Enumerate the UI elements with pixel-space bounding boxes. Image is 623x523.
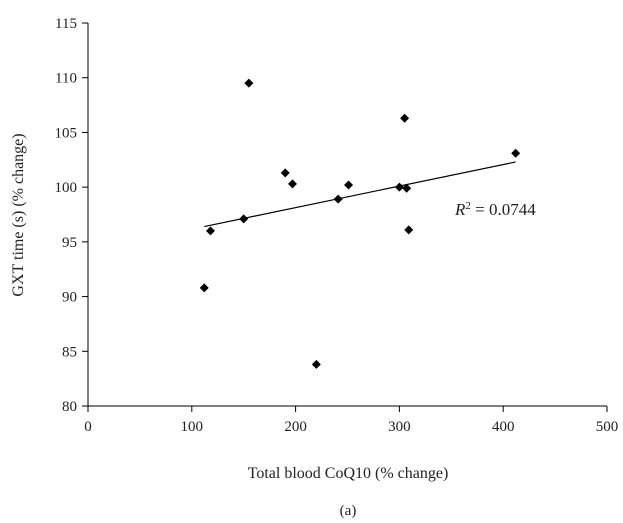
x-tick-label: 500 (596, 419, 619, 435)
data-point (281, 168, 290, 177)
x-tick-label: 300 (388, 419, 411, 435)
data-point (334, 195, 343, 204)
y-tick-label: 105 (55, 125, 78, 141)
data-point (400, 114, 409, 123)
y-tick-label: 90 (62, 290, 77, 306)
data-point (239, 214, 248, 223)
data-point (511, 149, 520, 158)
y-tick-label: 95 (62, 235, 77, 251)
data-point (288, 179, 297, 188)
data-point (244, 79, 253, 88)
y-tick-label: 100 (55, 180, 78, 196)
r-value: = 0.0744 (471, 200, 536, 219)
data-points (200, 79, 520, 369)
data-point (344, 180, 353, 189)
y-axis-title: GXT time (s) (% change) (10, 133, 27, 296)
x-tick-label: 200 (284, 419, 307, 435)
r-squared-annotation: R2 = 0.0744 (454, 200, 536, 219)
x-tick-label: 100 (181, 419, 204, 435)
data-point (404, 225, 413, 234)
r-symbol: R (454, 200, 466, 219)
axes: 80 85 90 95 100 105 110 115 0 100 200 300 400 500 (55, 16, 619, 435)
data-point (395, 183, 404, 192)
trendline (204, 162, 515, 227)
x-tick-label: 400 (492, 419, 515, 435)
data-point (206, 226, 215, 235)
y-tick-label: 110 (55, 71, 77, 87)
y-tick-label: 85 (62, 344, 77, 360)
x-tick-label: 0 (84, 419, 92, 435)
data-point (312, 360, 321, 369)
trendline-group (204, 162, 515, 227)
x-axis-title: Total blood CoQ10 (% change) (248, 465, 449, 482)
panel-label: (a) (340, 503, 357, 519)
y-tick-label: 80 (62, 399, 77, 415)
y-tick-label: 115 (55, 16, 77, 32)
data-point (200, 283, 209, 292)
